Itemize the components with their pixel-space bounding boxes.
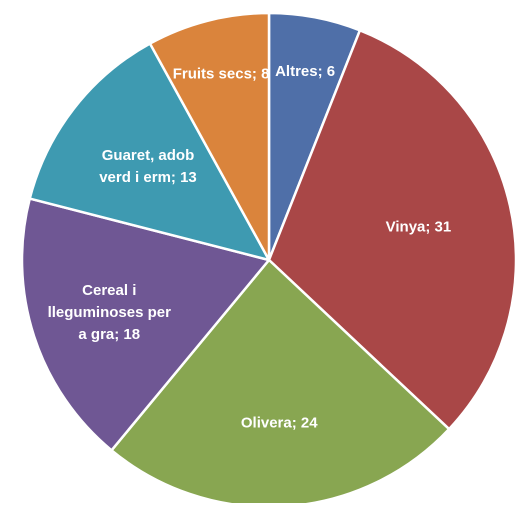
pie-label-cereal-i-lleguminoses-per-a-gra: Cereal i lleguminoses per a gra; 18: [48, 282, 172, 343]
pie-slice-cereal-i-lleguminoses-per-a-gra: [20, 197, 271, 452]
pie-label-guaret-adob-verd-i-erm: Guaret, adob verd i erm; 13: [99, 147, 197, 186]
pie-label-fruits-secs: Fruits secs; 8: [173, 65, 270, 82]
pie-slice-vinya: [267, 29, 518, 431]
pie-label-olivera: Olivera; 24: [241, 415, 318, 432]
pie-slice-guaret-adob-verd-i-erm: [28, 42, 271, 262]
pie-label-vinya: Vinya; 31: [386, 219, 452, 236]
pie-slice-fruits-secs: [148, 11, 271, 262]
pie-label-altres: Altres; 6: [275, 63, 335, 80]
